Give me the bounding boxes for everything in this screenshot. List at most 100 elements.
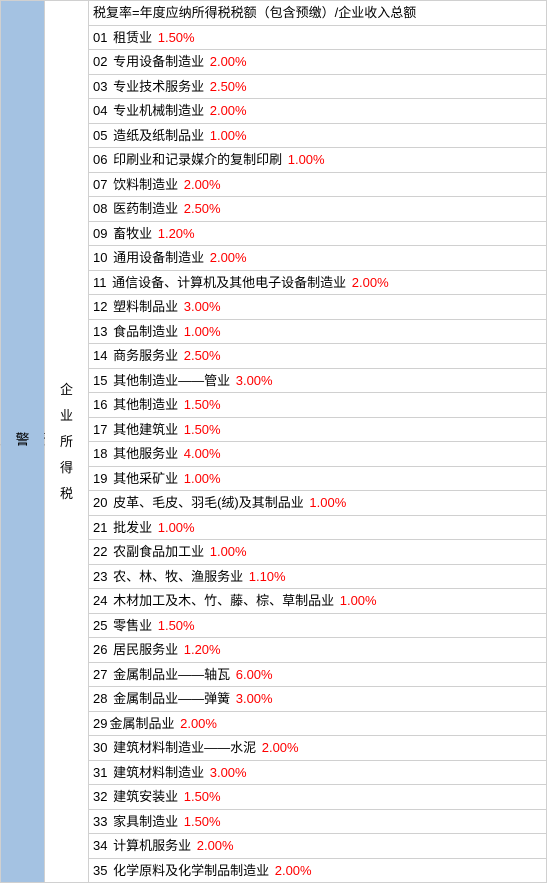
row-index: 29 [93,716,107,731]
mid-header-col: 企业所得税 [45,1,89,882]
table-row: 08 医药制造业 2.50% [89,197,546,222]
row-index: 27 [93,667,107,682]
row-rate: 1.50% [158,618,195,633]
row-index: 10 [93,250,107,265]
row-label: 建筑安装业 [113,789,178,804]
data-column: 税复率=年度应纳所得税税额（包含预缴）/企业收入总额 01 租赁业 1.50%0… [89,1,546,882]
table-row: 19 其他采矿业 1.00% [89,467,546,492]
table-row: 18 其他服务业 4.00% [89,442,546,467]
row-index: 08 [93,201,107,216]
row-rate: 1.00% [158,520,195,535]
table-row: 04 专业机械制造业 2.00% [89,99,546,124]
row-index: 23 [93,569,107,584]
table-row: 32 建筑安装业 1.50% [89,785,546,810]
row-index: 22 [93,544,107,559]
row-rate: 3.00% [236,373,273,388]
table-row: 35 化学原料及化学制品制造业 2.00% [89,859,546,883]
row-rate: 1.20% [184,642,221,657]
row-label: 饮料制造业 [113,177,178,192]
row-label: 计算机服务业 [113,838,191,853]
table-row: 26 居民服务业 1.20% [89,638,546,663]
row-index: 03 [93,79,107,94]
table-row: 15 其他制造业——管业 3.00% [89,369,546,394]
row-rate: 2.50% [184,348,221,363]
row-index: 13 [93,324,107,339]
table-row: 06 印刷业和记录媒介的复制印刷 1.00% [89,148,546,173]
row-index: 24 [93,593,107,608]
row-rate: 2.00% [210,250,247,265]
row-rate: 2.00% [180,716,217,731]
row-rate: 3.00% [210,765,247,780]
row-index: 07 [93,177,107,192]
table-row: 28 金属制品业——弹簧 3.00% [89,687,546,712]
row-rate: 1.00% [309,495,346,510]
row-label: 批发业 [113,520,152,535]
table-row: 25 零售业 1.50% [89,614,546,639]
row-label: 租赁业 [113,30,152,45]
table-row: 27 金属制品业——轴瓦 6.00% [89,663,546,688]
row-label: 其他制造业——管业 [113,373,230,388]
row-rate: 2.00% [262,740,299,755]
row-label: 居民服务业 [113,642,178,657]
row-index: 34 [93,838,107,853]
row-label: 塑料制品业 [113,299,178,314]
row-index: 05 [93,128,107,143]
row-index: 17 [93,422,107,437]
row-label: 食品制造业 [113,324,178,339]
row-rate: 1.20% [158,226,195,241]
row-label: 其他服务业 [113,446,178,461]
tax-rate-table: 行业预警负税率 企业所得税 税复率=年度应纳所得税税额（包含预缴）/企业收入总额… [0,0,547,883]
table-row: 31 建筑材料制造业 3.00% [89,761,546,786]
row-label: 金属制品业——轴瓦 [113,667,230,682]
table-row: 05 造纸及纸制品业 1.00% [89,124,546,149]
table-row: 29金属制品业 2.00% [89,712,546,737]
row-rate: 4.00% [184,446,221,461]
row-index: 09 [93,226,107,241]
row-index: 21 [93,520,107,535]
row-rate: 2.00% [197,838,234,853]
left-header-col: 行业预警负税率 [1,1,45,882]
row-label: 家具制造业 [113,814,178,829]
table-row: 20 皮革、毛皮、羽毛(绒)及其制品业 1.00% [89,491,546,516]
table-row: 01 租赁业 1.50% [89,26,546,51]
row-rate: 2.00% [184,177,221,192]
row-label: 专业技术服务业 [113,79,204,94]
row-rate: 1.00% [184,324,221,339]
row-rate: 2.00% [352,275,389,290]
row-index: 06 [93,152,107,167]
row-label: 木材加工及木、竹、藤、棕、草制品业 [113,593,334,608]
row-rate: 1.00% [340,593,377,608]
row-label: 医药制造业 [113,201,178,216]
row-index: 11 [93,275,107,290]
row-label: 金属制品业——弹簧 [113,691,230,706]
row-label: 零售业 [113,618,152,633]
row-label: 其他制造业 [113,397,178,412]
row-label: 农、林、牧、渔服务业 [113,569,243,584]
row-label: 化学原料及化学制品制造业 [113,863,269,878]
row-index: 01 [93,30,107,45]
row-label: 专业机械制造业 [113,103,204,118]
row-label: 金属制品业 [109,716,174,731]
table-row: 17 其他建筑业 1.50% [89,418,546,443]
table-row: 07 饮料制造业 2.00% [89,173,546,198]
row-rate: 1.00% [288,152,325,167]
row-index: 26 [93,642,107,657]
table-row: 10 通用设备制造业 2.00% [89,246,546,271]
row-index: 15 [93,373,107,388]
row-rate: 2.00% [210,103,247,118]
row-rate: 1.50% [184,397,221,412]
table-row: 16 其他制造业 1.50% [89,393,546,418]
row-rate: 1.50% [158,30,195,45]
row-index: 20 [93,495,107,510]
row-label: 造纸及纸制品业 [113,128,204,143]
row-label: 皮革、毛皮、羽毛(绒)及其制品业 [113,495,304,510]
row-rate: 3.00% [236,691,273,706]
table-row: 22 农副食品加工业 1.00% [89,540,546,565]
table-row: 24 木材加工及木、竹、藤、棕、草制品业 1.00% [89,589,546,614]
table-row: 14 商务服务业 2.50% [89,344,546,369]
row-index: 33 [93,814,107,829]
row-index: 04 [93,103,107,118]
row-label: 专用设备制造业 [113,54,204,69]
row-index: 31 [93,765,107,780]
row-label: 建筑材料制造业 [113,765,204,780]
